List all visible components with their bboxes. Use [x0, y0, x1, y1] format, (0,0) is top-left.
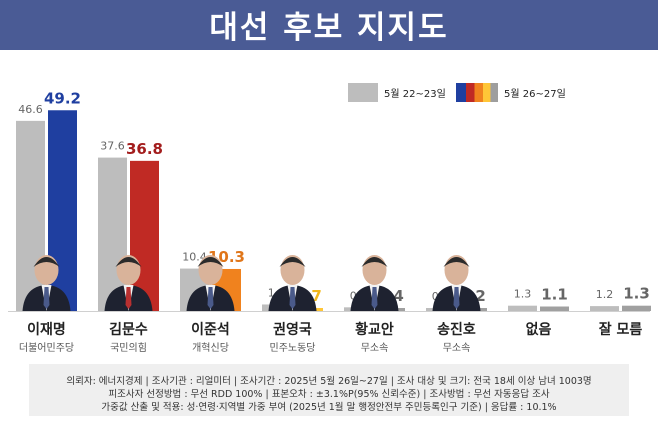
candidate-name-4: 황교안: [355, 322, 394, 338]
candidate-party-3: 민주노동당: [269, 343, 316, 354]
bar-prev-6: [508, 305, 537, 311]
hair-icon: [197, 257, 224, 267]
tie-icon: [207, 287, 214, 309]
candidate-party-1: 국민의힘: [110, 343, 147, 354]
value-label-prev-2: 10.4: [182, 251, 207, 264]
legend-prev-swatch: [348, 83, 378, 102]
candidate-name-7: 잘 모름: [598, 322, 643, 338]
candidate-name-0: 이재명: [27, 322, 66, 338]
candidate-name-3: 권영국: [273, 322, 312, 338]
bar-curr-7: [622, 305, 651, 311]
candidate-photo-1: [104, 255, 153, 311]
bar-curr-6: [540, 306, 569, 311]
candidate-photo-4: [350, 255, 399, 311]
candidate-name-6: 없음: [525, 322, 552, 338]
survey-footnote: 의뢰자: 에너지경제 | 조사기관 : 리얼미터 | 조사기간 : 2025년 …: [29, 364, 629, 416]
legend-prev-label: 5월 22~23일: [384, 89, 446, 100]
tie-icon: [289, 287, 296, 309]
tie-icon: [371, 287, 378, 309]
value-label-curr-0: 49.2: [44, 89, 81, 107]
candidate-name-5: 송진호: [437, 322, 476, 338]
hair-icon: [443, 257, 470, 267]
candidate-name-2: 이준석: [191, 322, 230, 338]
candidate-photo-5: [432, 255, 481, 311]
value-label-prev-6: 1.3: [514, 288, 532, 301]
candidate-party-2: 개혁신당: [192, 343, 229, 354]
footnote-line-2: 피조사자 선정방법 : 무선 RDD 100% | 표본오차 : ±3.1%P(…: [108, 389, 550, 400]
value-label-prev-1: 37.6: [100, 140, 125, 153]
tie-icon: [125, 287, 132, 309]
candidate-party-4: 무소속: [360, 343, 389, 354]
candidate-party-5: 무소속: [442, 343, 471, 354]
hair-icon: [115, 257, 142, 267]
footnote-line-3: 가중값 산출 및 적용: 성·연령·지역별 가중 부여 (2025년 1월 말 …: [101, 402, 557, 413]
value-label-curr-6: 1.1: [541, 286, 568, 304]
tie-icon: [43, 287, 50, 309]
candidate-photo-0: [22, 255, 71, 311]
value-label-curr-1: 36.8: [126, 140, 163, 158]
value-label-curr-7: 1.3: [623, 285, 650, 303]
candidate-photo-3: [268, 255, 317, 311]
bar-prev-7: [590, 306, 619, 311]
legend-curr-swatch: [456, 83, 498, 102]
title-banner: 대선 후보 지지도: [0, 0, 658, 50]
bar-prev-1: [98, 157, 127, 311]
candidate-name-1: 김문수: [109, 322, 148, 338]
candidate-photo-2: [186, 255, 235, 311]
tie-icon: [453, 287, 460, 309]
value-label-prev-0: 46.6: [18, 103, 43, 116]
legend-curr-label: 5월 26~27일: [504, 89, 566, 100]
value-label-prev-7: 1.2: [596, 288, 614, 301]
hair-icon: [279, 257, 306, 267]
candidate-party-0: 더불어민주당: [18, 343, 75, 354]
hair-icon: [361, 257, 388, 267]
footnote-line-1: 의뢰자: 에너지경제 | 조사기관 : 리얼미터 | 조사기간 : 2025년 …: [66, 376, 592, 387]
hair-icon: [33, 257, 60, 267]
page-title: 대선 후보 지지도: [209, 10, 449, 46]
